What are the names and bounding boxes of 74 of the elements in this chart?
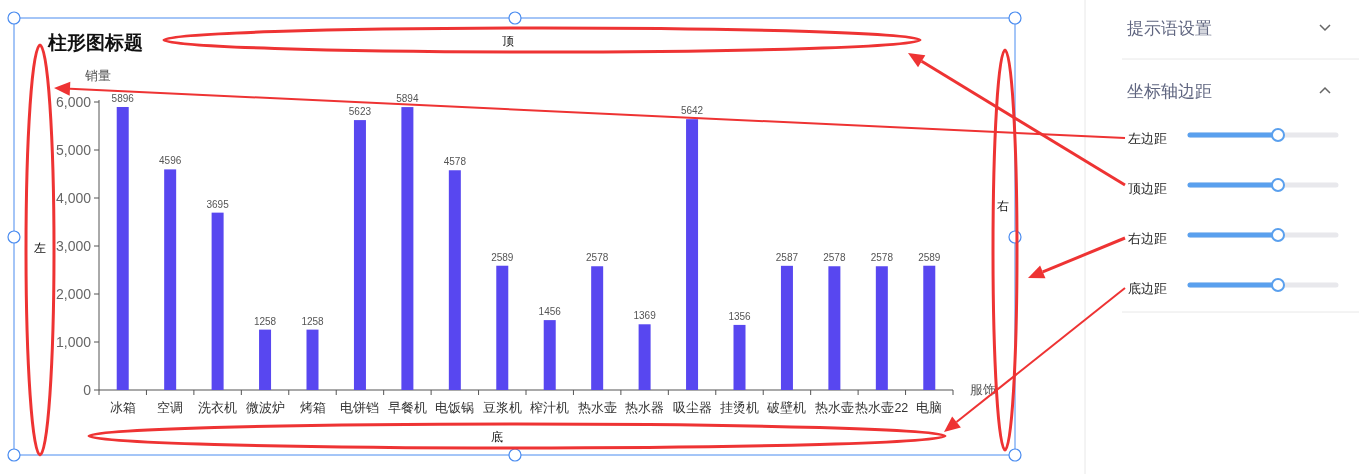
x-tick-label: 电脑 [916,401,943,415]
data-label: 4578 [443,156,467,168]
data-label: 3695 [206,198,230,210]
data-label: 5642 [680,105,704,117]
data-label: 2578 [823,252,846,264]
text: 左边距 [1128,131,1167,146]
data-label: 1258 [253,315,277,327]
bar [353,120,366,390]
data-label: 5894 [396,93,419,105]
x-tick-label: 豆浆机 [482,401,522,415]
bar [780,265,793,390]
data-label: 1369 [633,310,657,322]
bar [211,212,224,390]
data-label: 1258 [301,315,325,327]
x-tick-label: 破壁机 [766,401,807,415]
text: 坐标轴边距 [1127,82,1212,101]
bar [116,106,129,390]
bar [686,119,699,390]
bar [164,169,177,390]
data-label: 1456 [538,306,562,318]
x-tick-label: 烤箱 [299,401,326,415]
y-tick-label: 2,000 [55,286,92,302]
x-tick-label: 热水壶22 [855,401,909,415]
data-label: 5896 [111,92,135,104]
text: 右 [997,199,1009,213]
text: 底 [491,430,503,444]
x-tick-label: 空调 [157,401,184,415]
data-label: 2589 [918,251,941,263]
bar [448,170,461,390]
text: 顶边距 [1128,181,1167,196]
data-label: 2587 [775,251,799,263]
bar [306,329,319,390]
y-tick-label: 0 [83,382,92,398]
y-tick-label: 6,000 [55,94,92,110]
chart-title: 柱形图标题 [47,32,143,53]
data-label: 2578 [586,252,609,264]
bar [923,265,936,390]
x-tick-label: 挂烫机 [720,401,759,415]
data-label: 2589 [491,251,514,263]
text: 右边距 [1128,231,1167,246]
bar [401,107,414,390]
data-label: 5623 [348,106,372,118]
x-tick-label: 冰箱 [109,401,136,415]
y-tick-label: 4,000 [55,190,92,206]
text: 提示语设置 [1127,19,1212,38]
bar [638,324,651,390]
x-tick-label: 电饼铛 [340,401,380,415]
text: 底边距 [1128,281,1167,296]
x-tick-label: 微波炉 [245,401,285,415]
x-axis-title: 服饰 [970,382,996,397]
bar [828,266,841,390]
bar [496,265,509,390]
text: 顶 [502,34,514,48]
y-tick-label: 1,000 [55,334,92,350]
text: 左 [34,241,46,255]
y-tick-label: 3,000 [55,238,92,254]
y-tick-label: 5,000 [55,142,92,158]
x-tick-label: 洗衣机 [198,401,238,415]
bar [733,324,746,390]
bar [543,320,556,390]
data-label: 1356 [728,310,752,322]
bar [259,329,272,390]
data-label: 2578 [870,252,894,264]
x-tick-label: 热水壶 [814,401,854,415]
x-tick-label: 热水器 [625,401,665,415]
x-tick-label: 吸尘器 [672,401,712,415]
x-tick-label: 热水壶 [577,401,617,415]
x-tick-label: 榨汁机 [530,401,570,415]
x-tick-label: 早餐机 [387,401,427,415]
y-axis-title: 销量 [84,68,111,83]
x-tick-label: 电饭锅 [435,401,475,415]
data-label: 4596 [159,155,182,167]
bar [591,266,604,390]
bar [875,266,888,390]
